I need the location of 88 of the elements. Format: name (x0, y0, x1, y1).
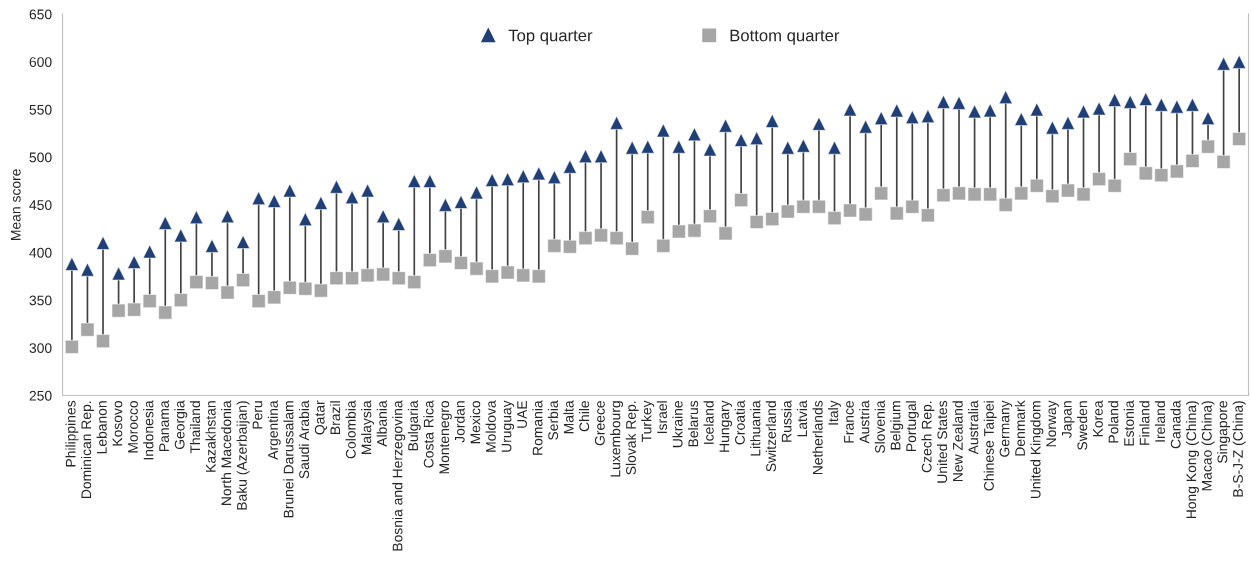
x-tick-label: Indonesia (143, 400, 154, 460)
y-tick-label: 300 (29, 343, 52, 353)
legend-label: Top quarter (508, 29, 593, 45)
x-tick-label: Poland (1108, 401, 1119, 443)
x-tick-label: Malaysia (361, 400, 375, 455)
x-tick-label: Costa Rica (423, 400, 434, 468)
x-tick-label: Georgia (174, 400, 188, 450)
x-tick-label: Mexico (470, 400, 481, 444)
x-tick-label: Philippines (65, 400, 79, 467)
legend-label: Bottom quarter (730, 29, 840, 45)
y-tick-label: 400 (29, 247, 52, 258)
x-tick-label: Panama (159, 400, 169, 451)
x-tick-label: Dominican Rep. (80, 401, 94, 499)
x-tick-label: Serbia (547, 400, 559, 440)
x-tick-label: Turkey (641, 400, 655, 442)
x-tick-label: Finland (1139, 401, 1150, 445)
x-tick-label: Morocco (128, 400, 138, 453)
x-tick-label: Australia (968, 400, 979, 455)
x-tick-label: Germany (999, 400, 1013, 457)
x-tick-label: Hungary (719, 400, 733, 452)
x-tick-label: Sweden (1077, 401, 1088, 450)
x-tick-label: Slovak Rep. (625, 401, 639, 475)
y-tick-label: 600 (29, 57, 52, 67)
y-tick-label: 650 (29, 9, 52, 20)
y-tick-label: 550 (29, 104, 52, 115)
x-tick-label: Baku (Azerbaijan) (236, 401, 250, 510)
x-tick-label: Colombia (345, 400, 356, 459)
x-tick-label: North Macedonia (221, 400, 232, 505)
x-tick-label: Albania (376, 400, 387, 447)
x-tick-label: Macao (China) (1201, 401, 1215, 491)
x-tick-label: Bosnia and Herzegovina (392, 400, 406, 551)
x-tick-label: Belgium (890, 401, 904, 450)
x-tick-label: Kosovo (112, 400, 123, 446)
x-tick-label: Moldova (485, 400, 496, 452)
x-tick-label: Hong Kong (China) (1186, 401, 1199, 519)
x-tick-label: Portugal (905, 401, 919, 451)
x-tick-label: Norway (1046, 400, 1059, 447)
x-tick-label: Netherlands (812, 400, 823, 475)
x-tick-label: Jordan (454, 401, 465, 443)
x-tick-label: Greece (594, 400, 605, 446)
x-tick-label: Lithuania (750, 400, 761, 456)
x-tick-label: Chile (579, 400, 590, 432)
y-axis-title: Mean score (10, 169, 21, 240)
x-tick-label: Ukraine (672, 400, 683, 448)
x-tick-label: United States (936, 400, 948, 483)
x-tick-label: Croatia (734, 400, 745, 445)
x-tick-label: Malta (563, 400, 574, 434)
x-tick-label: Bulgaria (407, 400, 421, 451)
x-tick-label: Korea (1093, 400, 1103, 437)
x-tick-label: Peru (252, 401, 263, 429)
x-tick-label: Italy (828, 400, 841, 425)
x-tick-label: Luxembourg (610, 401, 624, 477)
x-tick-label: Saudi Arabia (298, 400, 310, 479)
x-tick-label: Iceland (703, 401, 714, 444)
x-tick-label: Lebanon (96, 401, 107, 454)
x-tick-label: Ireland (1154, 401, 1166, 442)
x-tick-label: Brunei Darussalam (283, 401, 294, 518)
x-tick-label: Chinese Taipei (983, 401, 997, 491)
x-tick-label: Montenegro (439, 400, 452, 474)
x-tick-label: Latvia (796, 400, 808, 437)
x-tick-label: Thailand (189, 401, 201, 454)
x-tick-label: Denmark (1014, 400, 1025, 456)
y-tick-label: 350 (29, 295, 52, 306)
x-tick-label: United Kingdom (1030, 401, 1044, 499)
x-tick-label: Israel (656, 401, 668, 434)
y-tick-label: 500 (29, 152, 52, 163)
x-tick-label: Brazil (330, 401, 341, 434)
x-tick-label: Russia (781, 400, 792, 442)
x-tick-label: Uruguay (501, 400, 515, 452)
y-tick-label: 450 (29, 200, 52, 210)
x-tick-label: Singapore (1217, 400, 1231, 464)
x-tick-label: Slovenia (874, 400, 885, 453)
x-tick-label: Japan (1062, 401, 1075, 438)
x-tick-label: Austria (859, 400, 870, 444)
x-tick-label: Kazakhstan (205, 401, 216, 472)
x-tick-label: Estonia (1123, 400, 1134, 446)
x-tick-label: Argentina (267, 400, 281, 460)
x-tick-label: UAE (517, 400, 527, 428)
x-tick-label: Romania (532, 400, 543, 455)
x-tick-label: France (844, 400, 854, 443)
x-tick-label: Czech Rep. (921, 401, 935, 473)
x-tick-label: Belarus (687, 400, 699, 447)
y-tick-label: 250 (29, 390, 52, 401)
x-tick-label: Qatar (314, 400, 328, 435)
x-tick-label: B-S-J-Z (China) (1232, 401, 1246, 497)
x-tick-label: New Zealand (952, 401, 963, 482)
x-tick-label: Canada (1170, 400, 1181, 449)
x-tick-label: Switzerland (765, 401, 776, 472)
